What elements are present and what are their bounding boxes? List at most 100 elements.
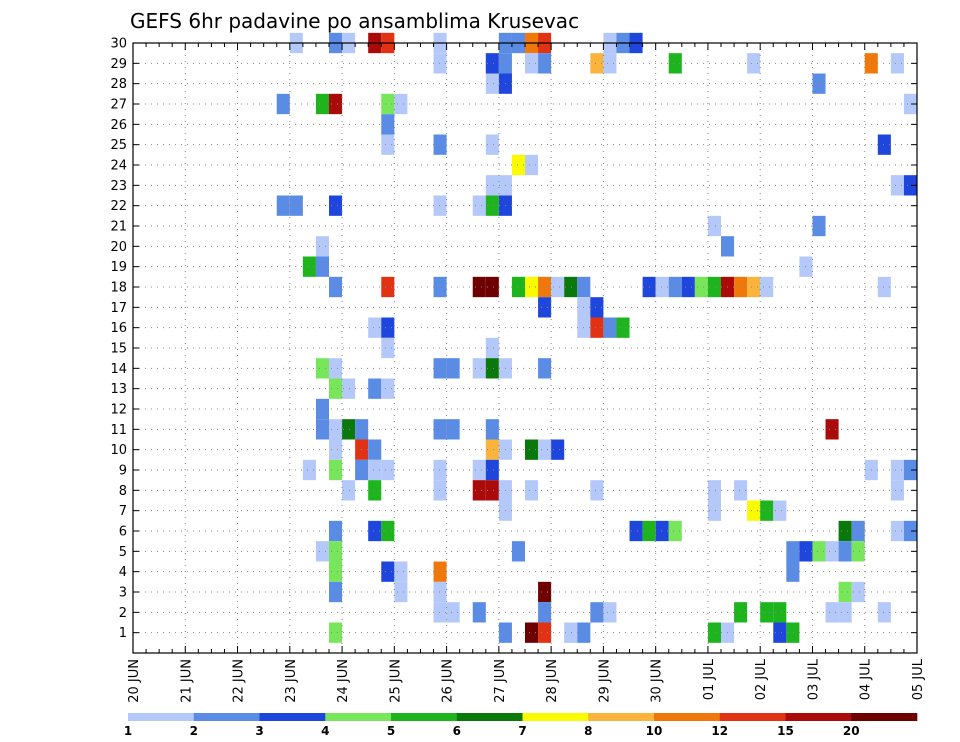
legend-swatch-10 xyxy=(785,713,852,721)
cell-24 xyxy=(485,73,499,94)
cell-134 xyxy=(472,480,486,501)
y-tick-label-23: 23 xyxy=(110,179,127,194)
x-tick-label-8: 28 JUN xyxy=(545,659,560,703)
y-tick-label-19: 19 xyxy=(110,260,127,275)
cell-21 xyxy=(747,53,761,74)
legend-swatch-11 xyxy=(851,713,918,721)
cell-189 xyxy=(877,602,891,623)
cell-118 xyxy=(538,439,552,460)
cell-86 xyxy=(590,317,604,338)
legend-label-7: 8 xyxy=(584,724,592,738)
cell-199 xyxy=(786,622,800,643)
cell-93 xyxy=(433,358,447,379)
cell-131 xyxy=(342,480,356,501)
cell-198 xyxy=(773,622,787,643)
cell-117 xyxy=(525,439,539,460)
cell-13 xyxy=(433,53,447,74)
cell-108 xyxy=(433,419,447,440)
cell-73 xyxy=(694,276,708,298)
x-tick-label-14: 04 JUL xyxy=(859,658,874,700)
cell-101 xyxy=(368,378,382,399)
cell-156 xyxy=(890,520,904,542)
cell-26 xyxy=(812,73,826,94)
legend-swatch-7 xyxy=(588,713,655,721)
legend-label-6: 7 xyxy=(518,724,526,738)
y-tick-label-12: 12 xyxy=(110,403,127,418)
cell-18 xyxy=(590,53,604,74)
cell-52 xyxy=(812,215,826,237)
x-tick-label-0: 20 JUN xyxy=(127,659,142,703)
cell-180 xyxy=(472,602,486,623)
cell-104 xyxy=(315,419,329,440)
y-tick-label-17: 17 xyxy=(110,301,127,316)
cell-48 xyxy=(472,195,486,216)
x-tick-label-5: 25 JUN xyxy=(388,659,403,703)
legend-label-0: 1 xyxy=(124,724,132,738)
cell-184 xyxy=(734,602,748,623)
cell-112 xyxy=(329,439,343,460)
cell-19 xyxy=(603,53,617,74)
legend-label-5: 6 xyxy=(453,724,461,738)
cell-155 xyxy=(851,520,865,542)
cell-63 xyxy=(511,276,525,298)
cell-92 xyxy=(329,358,343,379)
cell-123 xyxy=(368,459,382,481)
cell-20 xyxy=(668,53,682,74)
legend-swatch-8 xyxy=(654,713,721,721)
cell-149 xyxy=(381,520,395,542)
cell-47 xyxy=(433,195,447,216)
cell-106 xyxy=(342,419,356,440)
cell-160 xyxy=(511,541,525,562)
y-tick-label-5: 5 xyxy=(119,545,127,560)
cell-67 xyxy=(564,276,578,298)
cell-176 xyxy=(838,581,852,603)
y-tick-label-28: 28 xyxy=(110,77,127,92)
legend-swatch-1 xyxy=(193,713,260,721)
cell-129 xyxy=(890,459,904,481)
cell-35 xyxy=(433,134,447,155)
cell-132 xyxy=(368,480,382,501)
cell-43 xyxy=(903,175,917,196)
cell-70 xyxy=(655,276,669,298)
cell-74 xyxy=(707,276,721,298)
y-tick-label-16: 16 xyxy=(110,321,127,336)
cell-140 xyxy=(734,480,748,501)
cell-120 xyxy=(302,459,316,481)
cell-110 xyxy=(485,419,499,440)
cell-144 xyxy=(747,500,761,521)
cell-36 xyxy=(485,134,499,155)
cell-182 xyxy=(590,602,604,623)
y-tick-label-21: 21 xyxy=(110,220,127,235)
axes-layer: 1234567891011121314151617181920212223242… xyxy=(110,37,926,703)
cell-124 xyxy=(381,459,395,481)
cell-99 xyxy=(329,378,343,399)
cell-164 xyxy=(825,541,839,562)
y-tick-label-24: 24 xyxy=(110,159,127,174)
cell-170 xyxy=(433,561,447,582)
legend-swatch-0 xyxy=(128,713,195,721)
cell-23 xyxy=(890,53,904,74)
legend-label-3: 4 xyxy=(321,724,329,738)
cell-17 xyxy=(538,53,552,74)
cell-56 xyxy=(315,256,329,277)
x-tick-label-4: 24 JUN xyxy=(336,659,351,703)
y-tick-label-2: 2 xyxy=(119,606,127,621)
x-tick-label-10: 30 JUN xyxy=(650,659,665,703)
cell-87 xyxy=(603,317,617,338)
x-tick-label-11: 01 JUL xyxy=(702,658,717,700)
cell-58 xyxy=(329,276,343,298)
cell-62 xyxy=(485,276,499,298)
cell-60 xyxy=(433,276,447,298)
cell-59 xyxy=(381,276,395,298)
x-tick-label-6: 26 JUN xyxy=(441,659,456,703)
cell-32 xyxy=(903,93,917,115)
y-tick-label-4: 4 xyxy=(119,565,127,580)
cell-102 xyxy=(381,378,395,399)
y-tick-label-7: 7 xyxy=(119,504,127,519)
cell-194 xyxy=(564,622,578,643)
cell-29 xyxy=(329,93,343,115)
cell-88 xyxy=(616,317,630,338)
y-tick-label-9: 9 xyxy=(119,464,127,479)
legend-label-11: 20 xyxy=(843,724,860,738)
cell-141 xyxy=(890,480,904,501)
